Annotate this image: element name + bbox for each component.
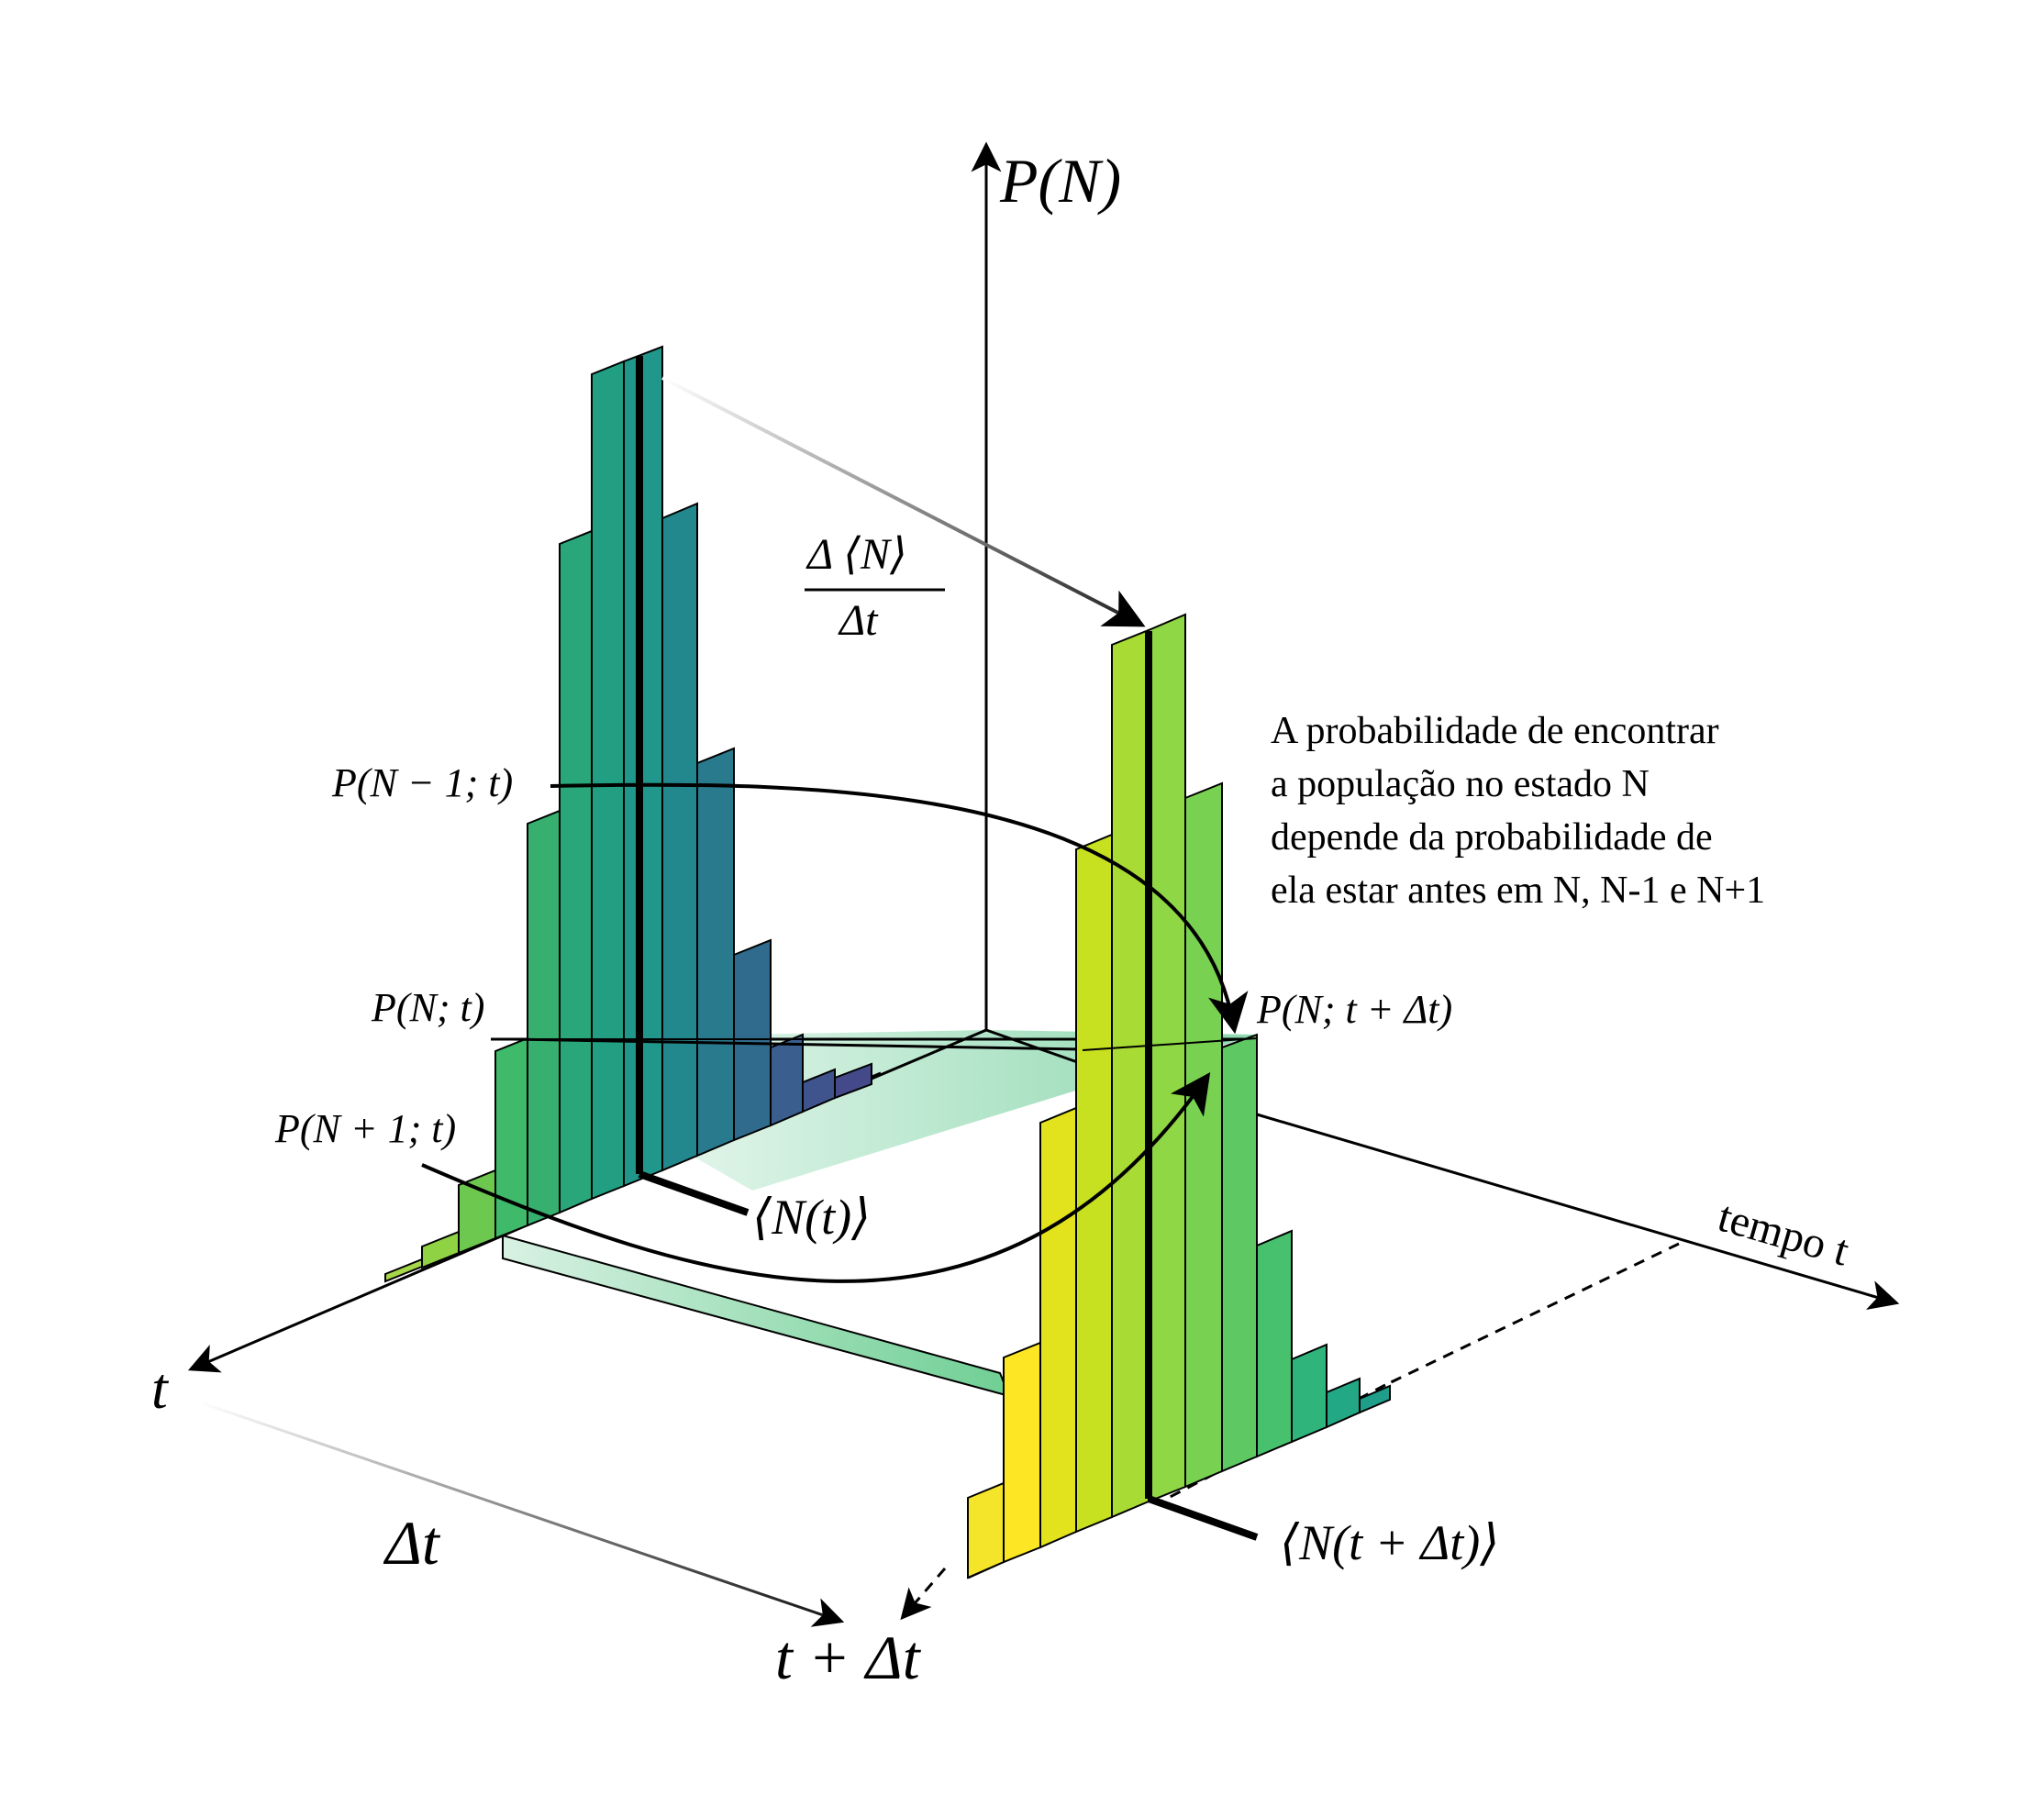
hist-tdt-bar-9 xyxy=(1291,1343,1327,1444)
rate-numerator: Δ ⟨N⟩ xyxy=(805,530,907,579)
hist-tdt-bar-0 xyxy=(967,1481,1005,1579)
hist-tdt-bar-5 xyxy=(1148,613,1186,1503)
hist-t-bar-8 xyxy=(661,502,698,1172)
plane-front-edge xyxy=(502,1234,1011,1398)
annotation-line-4: ela estar antes em N, N-1 e N+1 xyxy=(1271,870,1765,912)
hist-tdt-bar-10 xyxy=(1326,1377,1361,1429)
hist-tdt-bar-4 xyxy=(1111,628,1150,1519)
hist-t-bar-11 xyxy=(770,1033,804,1127)
annotation-line-1: A probabilidade de encontrar xyxy=(1271,710,1719,752)
mean-t-label: ⟨N(t)⟩ xyxy=(752,1190,871,1245)
hist-tdt-bar-11 xyxy=(1359,1384,1391,1414)
hist-tdt-bar-6 xyxy=(1184,781,1223,1489)
annotation-line-3: depende da probabilidade de xyxy=(1271,816,1713,859)
hist-t-bar-4 xyxy=(527,809,561,1227)
t-dt-label: t + Δt xyxy=(775,1623,922,1692)
hist-tdt-bar-7 xyxy=(1221,1033,1258,1473)
mean-shift-arrow xyxy=(661,376,1146,627)
t-dt-dashed-axis xyxy=(1384,1242,1680,1387)
hist-tdt-bar-3 xyxy=(1075,833,1113,1534)
curve-n-plus-1 xyxy=(421,1071,1211,1283)
hist-t-bar-9 xyxy=(696,747,735,1158)
p-n-t-dt-label: P(N; t + Δt) xyxy=(1256,987,1452,1032)
mean-t-dt-label: ⟨N(t + Δt)⟩ xyxy=(1280,1515,1499,1570)
hist-t-bar-6 xyxy=(591,360,625,1201)
p-n-minus-1-label: P(N − 1; t) xyxy=(331,760,513,805)
curve-n-minus-1 xyxy=(550,782,1249,1035)
mean-stub-t-dt xyxy=(1147,1495,1259,1541)
t-axis-label: t xyxy=(151,1356,170,1421)
p-n-label: P(N; t) xyxy=(371,985,484,1030)
hist-tdt-top-line xyxy=(1082,1037,1258,1051)
t-dt-dashed-axis-2 xyxy=(900,1568,947,1621)
back-diagonal-2 xyxy=(985,1028,1083,1066)
hist-tdt-bar-1 xyxy=(1003,1341,1041,1564)
rate-denominator: Δt xyxy=(838,596,879,645)
delta-t-label: Δt xyxy=(383,1508,441,1578)
pn-axis-label: P(N) xyxy=(999,146,1121,216)
p-n-plus-1-label: P(N + 1; t) xyxy=(274,1106,456,1151)
hist-tdt-bar-8 xyxy=(1256,1229,1293,1458)
hist-tdt-bar-2 xyxy=(1039,1106,1077,1549)
time-axis xyxy=(1256,1113,1900,1311)
hist-t-bar-5 xyxy=(559,529,593,1214)
annotation-line-2: a população no estado N xyxy=(1271,763,1650,805)
hist-t-bar-13 xyxy=(834,1062,872,1100)
time-axis-label: tempo t xyxy=(1713,1192,1855,1276)
annotation-text: A probabilidade de encontrar a população… xyxy=(1271,710,1765,912)
delta-t-arrow xyxy=(196,1400,845,1627)
mean-stub-t xyxy=(638,1170,750,1216)
